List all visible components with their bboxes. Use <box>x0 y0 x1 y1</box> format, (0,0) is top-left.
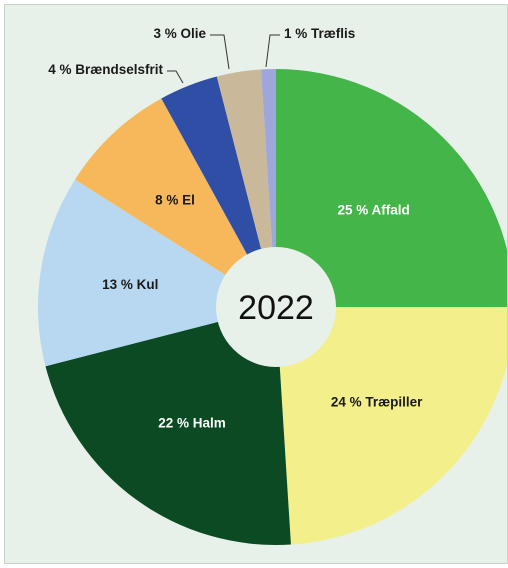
slice-label: 24 % Træpiller <box>331 394 423 409</box>
leader-line <box>167 70 184 84</box>
slice-label: 25 % Affald <box>337 202 409 217</box>
pie-chart: 25 % Affald 24 % Træpiller 22 % Halm 13 % K… <box>37 26 507 545</box>
center-disc <box>216 247 336 367</box>
chart-panel: 25 % Affald 24 % Træpiller 22 % Halm 13 % K… <box>4 4 508 564</box>
slice-label: 3 % Olie <box>153 26 206 41</box>
leader-line <box>210 34 230 70</box>
pie-slice <box>161 76 276 308</box>
slice-label: 1 % Træflis <box>284 26 355 41</box>
slice-label: 8 % El <box>155 192 195 207</box>
slice-label: 22 % Halm <box>158 416 226 431</box>
pie-slice <box>75 98 276 307</box>
pie-slice <box>216 69 276 307</box>
slice-label: 4 % Brændselsfrit <box>48 62 163 77</box>
pie-slice <box>276 69 507 307</box>
leader-line <box>265 34 280 68</box>
slice-label: 13 % Kul <box>102 277 158 292</box>
pie-slice <box>45 307 291 545</box>
pie-slice <box>37 179 276 367</box>
center-year-label: 2022 <box>238 289 314 327</box>
pie-slice <box>276 307 507 545</box>
